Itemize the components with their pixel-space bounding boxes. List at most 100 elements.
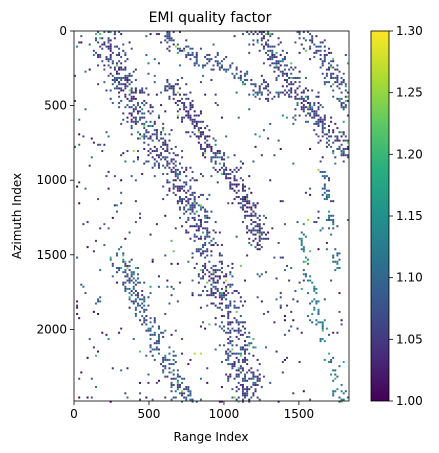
pixel-cell bbox=[237, 331, 240, 334]
pixel-cell bbox=[214, 269, 217, 272]
pixel-cell bbox=[139, 137, 142, 140]
pixel-cell bbox=[210, 250, 213, 253]
pixel-cell bbox=[309, 45, 312, 48]
pixel-cell bbox=[233, 189, 236, 192]
pixel-cell bbox=[126, 267, 129, 269]
pixel-cell bbox=[241, 392, 244, 395]
pixel-cell bbox=[143, 137, 146, 140]
pixel-cell bbox=[220, 158, 223, 161]
pixel-cell bbox=[246, 394, 249, 397]
pixel-cell bbox=[120, 56, 123, 59]
pixel-cell bbox=[181, 185, 184, 188]
pixel-cell bbox=[195, 250, 198, 253]
pixel-cell bbox=[313, 112, 316, 115]
pixel-cell bbox=[237, 323, 240, 326]
pixel-cell bbox=[214, 162, 217, 165]
pixel-cell bbox=[147, 62, 150, 65]
pixel-cell bbox=[328, 189, 330, 192]
pixel-cell bbox=[191, 202, 194, 205]
pixel-cell bbox=[145, 319, 148, 322]
pixel-cell bbox=[241, 369, 244, 372]
pixel-cell bbox=[143, 99, 146, 102]
pixel-cell bbox=[187, 110, 190, 113]
pixel-cell bbox=[220, 64, 223, 67]
pixel-cell bbox=[115, 271, 118, 274]
pixel-cell bbox=[199, 120, 202, 123]
pixel-cell bbox=[298, 81, 301, 84]
pixel-cell bbox=[191, 210, 194, 213]
pixel-cell bbox=[208, 135, 211, 138]
pixel-cell bbox=[126, 74, 129, 77]
pixel-cell bbox=[296, 87, 299, 90]
pixel-cell bbox=[157, 333, 160, 336]
pixel-cell bbox=[160, 104, 163, 107]
pixel-cell bbox=[174, 145, 177, 148]
pixel-cell bbox=[178, 49, 181, 52]
pixel-cell bbox=[252, 377, 255, 380]
pixel-cell bbox=[241, 333, 244, 336]
pixel-cell bbox=[317, 216, 320, 219]
pixel-cell bbox=[111, 74, 114, 77]
pixel-cell bbox=[195, 58, 198, 61]
pixel-cell bbox=[250, 83, 253, 86]
pixel-cell bbox=[204, 227, 207, 230]
pixel-cell bbox=[147, 154, 150, 157]
pixel-cell bbox=[246, 379, 249, 382]
pixel-cell bbox=[256, 216, 259, 219]
y-tick-label: 1500 bbox=[36, 248, 67, 262]
pixel-cell bbox=[311, 89, 314, 92]
pixel-cell bbox=[227, 379, 230, 382]
pixel-cell bbox=[309, 398, 312, 401]
pixel-cell bbox=[128, 79, 131, 82]
pixel-cell bbox=[199, 173, 202, 176]
pixel-cell bbox=[143, 310, 146, 313]
pixel-cell bbox=[181, 200, 184, 203]
pixel-cell bbox=[204, 327, 207, 330]
pixel-cell bbox=[178, 216, 181, 219]
pixel-cell bbox=[185, 83, 188, 86]
pixel-cell bbox=[309, 302, 312, 305]
pixel-cell bbox=[162, 361, 165, 363]
pixel-cell bbox=[300, 108, 303, 111]
pixel-cell bbox=[321, 72, 324, 75]
pixel-cell bbox=[214, 139, 217, 142]
pixel-cell bbox=[323, 58, 326, 61]
pixel-cell bbox=[336, 68, 339, 71]
pixel-cell bbox=[252, 39, 255, 42]
pixel-cell bbox=[124, 79, 127, 82]
pixel-cell bbox=[229, 285, 232, 288]
pixel-cell bbox=[202, 154, 205, 157]
pixel-cell bbox=[162, 141, 165, 144]
pixel-cell bbox=[168, 302, 171, 305]
pixel-cell bbox=[277, 43, 280, 46]
pixel-cell bbox=[338, 365, 341, 368]
pixel-cell bbox=[332, 214, 335, 217]
pixel-cell bbox=[155, 154, 158, 157]
pixel-cell bbox=[235, 373, 238, 376]
pixel-cell bbox=[195, 122, 198, 125]
pixel-cell bbox=[323, 133, 326, 136]
pixel-cell bbox=[273, 56, 276, 59]
pixel-cell bbox=[227, 363, 230, 366]
pixel-cell bbox=[307, 279, 310, 282]
pixel-cell bbox=[162, 356, 165, 359]
pixel-cell bbox=[170, 363, 173, 366]
pixel-cell bbox=[197, 275, 200, 278]
pixel-cell bbox=[229, 183, 232, 186]
pixel-cell bbox=[323, 39, 326, 42]
pixel-cell bbox=[332, 256, 335, 259]
pixel-cell bbox=[315, 112, 318, 115]
pixel-cell bbox=[141, 89, 144, 92]
pixel-cell bbox=[107, 41, 110, 44]
pixel-cell bbox=[254, 85, 257, 88]
pixel-cell bbox=[132, 95, 135, 98]
pixel-cell bbox=[189, 358, 192, 361]
pixel-cell bbox=[206, 198, 209, 201]
pixel-cell bbox=[130, 74, 133, 77]
pixel-cell bbox=[307, 120, 310, 123]
pixel-cell bbox=[275, 62, 278, 65]
pixel-cell bbox=[283, 72, 286, 75]
pixel-cell bbox=[252, 93, 255, 96]
pixel-cell bbox=[241, 383, 244, 386]
pixel-cell bbox=[147, 143, 150, 146]
